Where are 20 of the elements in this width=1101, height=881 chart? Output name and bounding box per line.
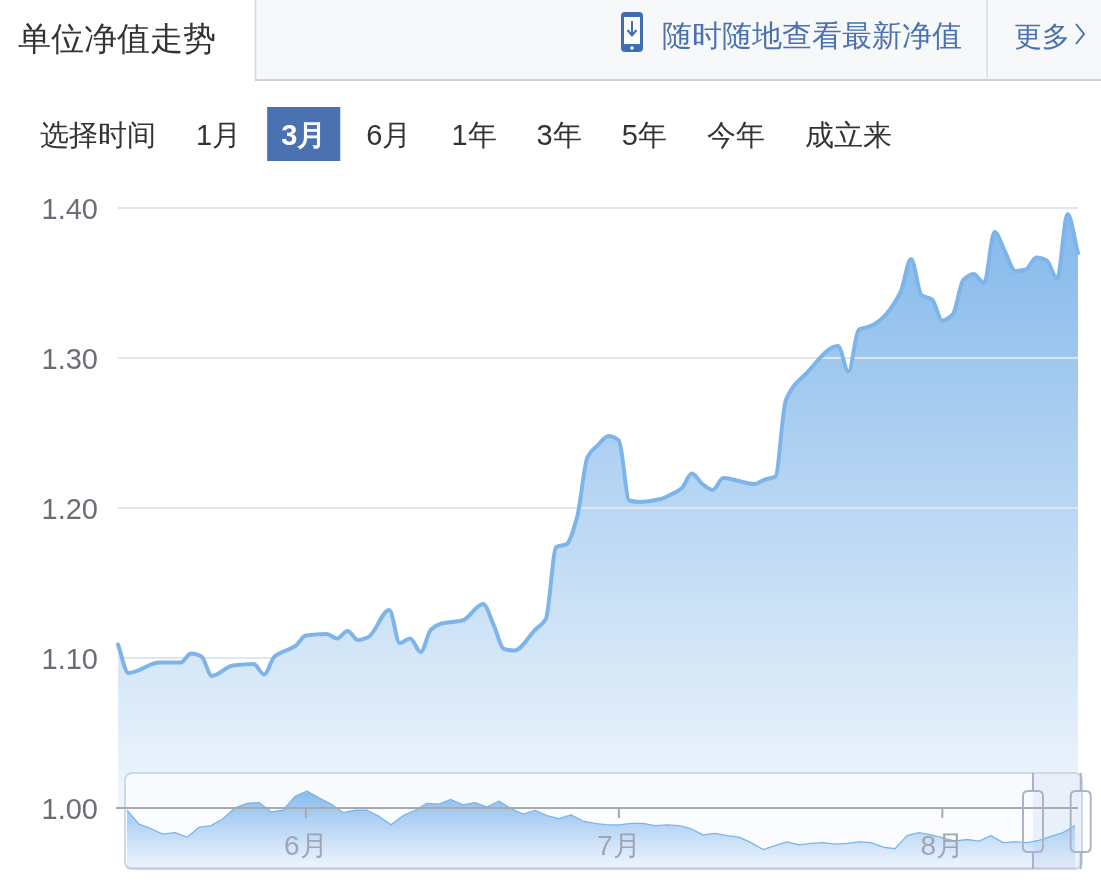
link-more: 更多 <box>1014 21 1070 52</box>
button-range: 今年 <box>706 119 765 151</box>
y-tick-label: 1.10 <box>41 643 98 675</box>
button-range-selected: 3月 <box>281 119 327 151</box>
button-range: 1年 <box>451 119 497 151</box>
button-range: 5年 <box>621 119 667 151</box>
x-tick-label: 8月 <box>920 830 965 861</box>
y-tick-label: 1.30 <box>41 343 98 375</box>
button-range: 6月 <box>366 119 412 151</box>
x-tick-label: 6月 <box>284 830 328 861</box>
x-tick-label: 7月 <box>597 830 641 861</box>
y-tick-label: 1.00 <box>41 793 98 825</box>
label-select-time: 选择时间 <box>40 119 156 151</box>
y-tick-label: 1.40 <box>41 193 98 225</box>
link-latest-nav: 随时随地查看最新净值 <box>662 19 962 52</box>
button-range: 1月 <box>196 119 242 151</box>
title: 单位净值走势 <box>18 20 216 57</box>
y-tick-label: 1.20 <box>41 493 98 525</box>
button-range: 3年 <box>536 119 582 151</box>
button-range: 成立来 <box>804 119 892 151</box>
